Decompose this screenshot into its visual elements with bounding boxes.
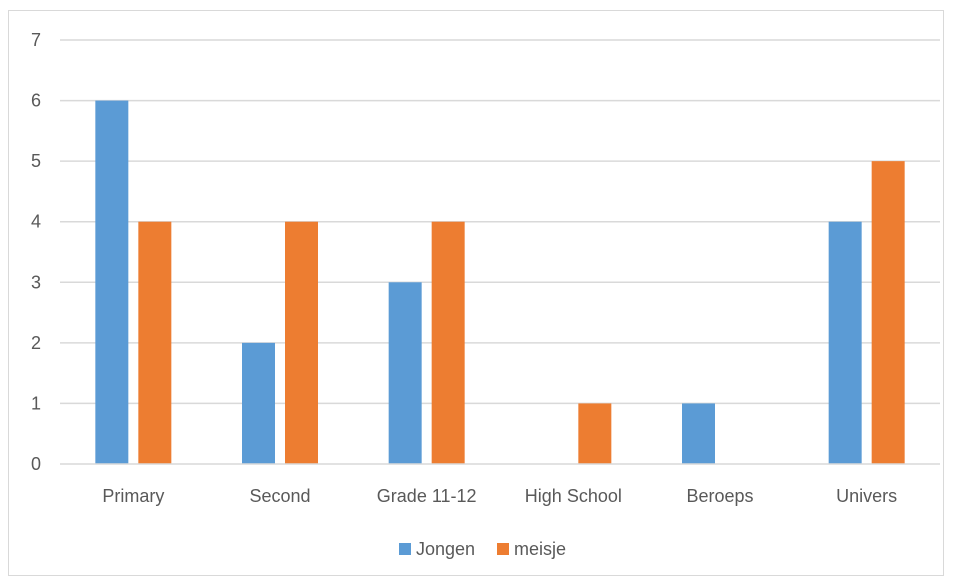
bar-meisje-univers bbox=[871, 161, 905, 464]
y-tick-label: 5 bbox=[31, 151, 41, 171]
legend-item-jongen: Jongen bbox=[399, 539, 475, 559]
legend-swatch bbox=[497, 543, 509, 555]
x-tick-label: High School bbox=[525, 486, 622, 506]
y-tick-label: 3 bbox=[31, 272, 41, 292]
bar-jongen-beroeps bbox=[682, 403, 715, 464]
x-tick-label: Beroeps bbox=[686, 486, 753, 506]
legend-label: meisje bbox=[514, 539, 566, 559]
bar-meisje-primary bbox=[138, 221, 172, 464]
y-tick-label: 0 bbox=[31, 454, 41, 474]
y-tick-label: 7 bbox=[31, 30, 41, 50]
bar-meisje-grade-11-12 bbox=[431, 221, 465, 464]
legend-item-meisje: meisje bbox=[497, 539, 566, 559]
x-tick-label: Grade 11-12 bbox=[377, 486, 477, 506]
y-tick-label: 6 bbox=[31, 91, 41, 111]
y-axis-ticks: 0 1 2 3 4 5 6 7 bbox=[31, 30, 41, 474]
bar-meisje-second bbox=[285, 221, 318, 464]
x-axis-ticks: Primary Second Grade 11-12 High School Beroe… bbox=[102, 486, 897, 506]
y-tick-label: 1 bbox=[31, 393, 41, 413]
legend-label: Jongen bbox=[416, 539, 475, 559]
x-tick-label: Univers bbox=[836, 486, 897, 506]
legend: Jongen meisje bbox=[399, 539, 566, 559]
bar-meisje-high-school bbox=[578, 403, 612, 464]
bar-jongen-primary bbox=[95, 100, 129, 465]
bar-jongen-univers bbox=[828, 221, 862, 464]
x-tick-label: Second bbox=[249, 486, 310, 506]
legend-swatch bbox=[399, 543, 411, 555]
y-tick-label: 2 bbox=[31, 333, 41, 353]
bar-jongen-second bbox=[242, 342, 275, 464]
bar-jongen-grade-11-12 bbox=[388, 282, 422, 464]
bars bbox=[95, 100, 905, 465]
y-tick-label: 4 bbox=[31, 212, 41, 232]
x-tick-label: Primary bbox=[102, 486, 164, 506]
gridlines bbox=[60, 39, 940, 405]
